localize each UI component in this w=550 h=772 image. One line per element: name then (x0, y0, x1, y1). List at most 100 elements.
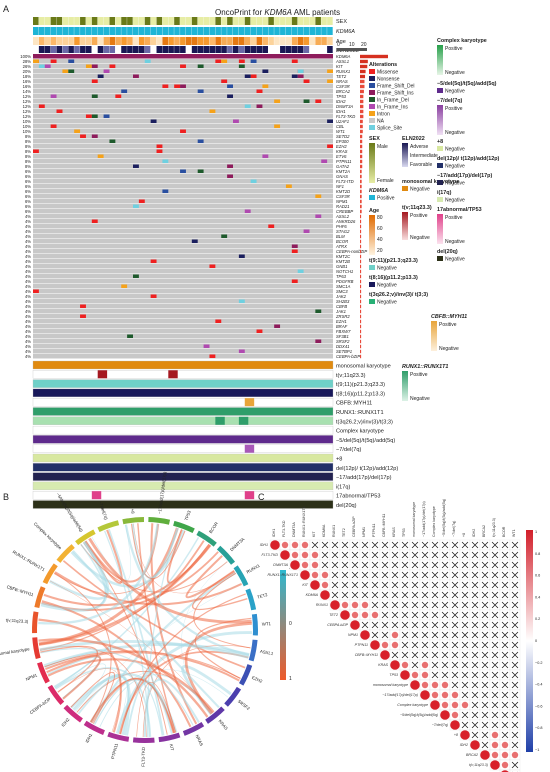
gene-cell (274, 324, 281, 328)
eln-cell (103, 46, 110, 53)
corr-cross (421, 561, 429, 569)
age-cell (280, 37, 286, 45)
gene-cell (233, 119, 239, 123)
corr-cross (471, 601, 479, 609)
gene-cell (80, 314, 86, 318)
eln-cell (280, 46, 286, 53)
corr-cross (351, 561, 359, 569)
gene-row-bg (33, 294, 333, 299)
gene-cell (291, 244, 298, 248)
corr-cross (451, 571, 459, 579)
gene-name: CSF3R (336, 84, 350, 89)
legend-title: −5/del(5q)/t(5q)/add(5q) (437, 81, 497, 87)
sex-cell (56, 17, 63, 25)
corr-circle (421, 671, 429, 679)
freq-bar (360, 54, 388, 59)
corr-top-label: monosomal karyotype (412, 502, 416, 537)
sex-cell (250, 17, 257, 25)
freq-bar (360, 224, 362, 229)
gene-cell (274, 124, 281, 128)
corr-circle (441, 681, 449, 689)
gene-row-bg (33, 194, 333, 199)
chord-ribbon (44, 650, 241, 679)
corr-cross (441, 661, 449, 669)
gene-pct: 4% (25, 219, 31, 224)
corr-circle (291, 551, 299, 559)
gene-pct: 26% (23, 64, 32, 69)
gene-cell (133, 204, 139, 208)
corr-cross (501, 611, 509, 619)
corr-cross (491, 721, 499, 729)
age-cell (262, 37, 268, 45)
chord-scale-tick: 1 (289, 676, 292, 682)
eln-cell (191, 46, 198, 53)
age-cell (309, 37, 316, 45)
corr-cross (511, 571, 519, 579)
corr-cross (511, 631, 519, 639)
chord-ribbon (166, 529, 205, 584)
corr-cross (491, 701, 499, 709)
corr-cross (461, 681, 469, 689)
kdm6a-cell (244, 27, 251, 35)
chord-sector (251, 613, 258, 636)
corr-cross (471, 691, 479, 699)
gene-name: TET2 (336, 74, 347, 79)
gene-cell (227, 174, 233, 178)
gene-name: JAK2 (335, 294, 347, 299)
corr-colorbar (526, 530, 533, 752)
freq-bar (360, 339, 362, 344)
age-cell (221, 37, 227, 45)
age-cell (144, 37, 151, 45)
bottom-track (32, 444, 334, 453)
legend-label: Negative (439, 346, 459, 352)
corr-cross (361, 621, 369, 629)
corr-cross (321, 551, 329, 559)
gene-cell (162, 84, 169, 88)
gene-name: PTPN11 (336, 159, 352, 164)
sex-cell (315, 17, 321, 25)
legend-title: CBFB::MYH11 (431, 314, 467, 320)
gene-pct: 4% (25, 214, 31, 219)
gene-cell (215, 319, 222, 323)
corr-circle (321, 581, 329, 589)
gene-cell (109, 139, 116, 143)
gene-pct: 28% (23, 59, 32, 64)
age-cell (321, 37, 327, 45)
chord-ribbon (62, 560, 246, 669)
freq-bar (360, 139, 363, 144)
chord-sector-label: CBFB::MYH11 (6, 584, 35, 597)
corr-top-label: −5/del(5q)/t(5q)/add(5q) (442, 499, 446, 537)
corr-cross (391, 551, 399, 559)
bottom-track-label: del(12p)/ t(12p)/add(12p) (336, 466, 398, 472)
chord-sector-label: FLT3-TKD (141, 747, 146, 767)
gene-pct: 4% (25, 324, 31, 329)
chord-sector-label: −7/del(7q) (98, 500, 109, 521)
gene-cell (180, 169, 186, 173)
corr-cross (491, 541, 499, 549)
gene-cell (197, 64, 204, 68)
gene-cell (227, 164, 233, 168)
bottom-track (32, 435, 334, 444)
legend-title: t(3q26.2;v)/inv(3)/ t(3;3) (369, 292, 428, 298)
gene-cell (256, 89, 263, 93)
corr-top-label: KIT (312, 531, 316, 537)
corr-circle (351, 601, 359, 609)
corr-cross (461, 561, 469, 569)
corr-cross (451, 591, 459, 599)
kdm6a-cell (62, 27, 68, 35)
gene-cell (209, 109, 216, 113)
corr-top-label: +8 (462, 533, 466, 537)
gene-name: BRAF (336, 324, 348, 329)
corr-top-label: BCOR (502, 526, 506, 537)
corr-cross (411, 601, 419, 609)
corr-cross (321, 561, 329, 569)
chord-sector-label: NPM1 (25, 672, 39, 681)
chord-sector (63, 704, 83, 723)
corr-diag-circle (380, 650, 390, 660)
legend-label: Negative (377, 300, 397, 306)
corr-cross (481, 641, 489, 649)
legend-label: Nonsense (377, 77, 400, 83)
corr-cross (481, 571, 489, 579)
gene-cell (297, 74, 304, 78)
corr-cross (371, 591, 379, 599)
